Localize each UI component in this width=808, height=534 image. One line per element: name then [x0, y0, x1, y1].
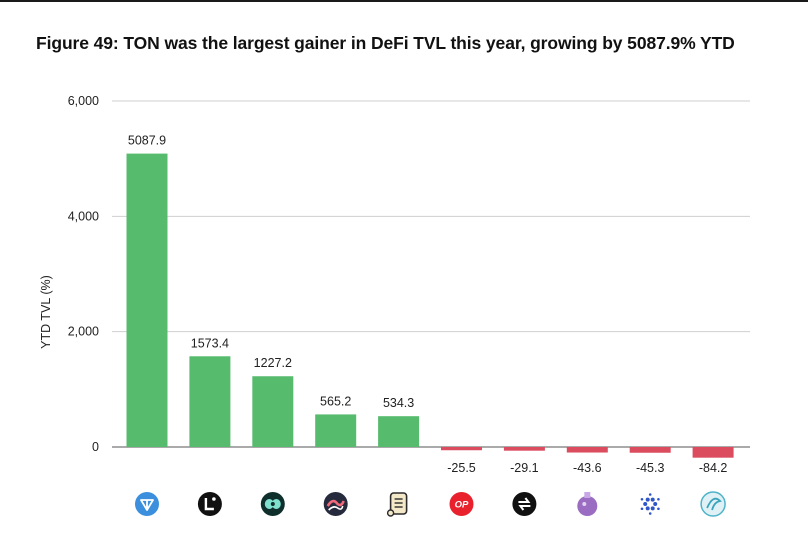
- cardano-icon-dot: [643, 502, 648, 506]
- optimism-icon: OP: [449, 492, 474, 516]
- bar: [692, 447, 734, 458]
- cardano-icon-dot: [640, 507, 644, 511]
- cardano-icon-dot: [657, 497, 660, 501]
- top-rule: [0, 0, 808, 2]
- icon-8: [577, 492, 598, 516]
- data-label: -45.3: [636, 461, 665, 475]
- cardano-icon-dot: [645, 506, 650, 511]
- bird-icon-circle: [700, 491, 726, 517]
- sei-icon: [323, 492, 348, 516]
- data-label: 534.3: [383, 396, 414, 410]
- chart-title: Figure 49: TON was the largest gainer in…: [36, 33, 735, 53]
- bar: [503, 447, 545, 451]
- bar: [189, 356, 231, 447]
- ton-icon: [135, 492, 159, 516]
- cardano-icon: [640, 493, 660, 515]
- y-axis-label: YTD TVL (%): [39, 275, 53, 349]
- swap-icon-circle: [512, 492, 537, 516]
- linea-icon-glyph: [204, 498, 214, 511]
- data-label: -84.2: [699, 461, 728, 475]
- data-label: -25.5: [447, 461, 476, 475]
- bar: [126, 153, 168, 447]
- optimism-icon-text: OP: [455, 500, 469, 511]
- linea-icon-dot: [212, 497, 216, 501]
- data-label: -29.1: [510, 461, 539, 475]
- cardano-icon-dot: [650, 497, 655, 502]
- flask-icon-bubble: [582, 502, 587, 506]
- scroll-icon-curl: [386, 509, 395, 517]
- optimism-icon-circle: [449, 492, 474, 516]
- linea-icon-circle: [197, 492, 222, 516]
- bar: [252, 376, 294, 447]
- mantle-icon-center: [270, 502, 275, 506]
- data-label: 1227.2: [254, 356, 292, 370]
- cardano-icon-dot: [653, 502, 658, 506]
- sei-icon-wave1: [326, 499, 345, 507]
- sei-icon-circle: [323, 492, 348, 516]
- flask-icon-body: [577, 496, 598, 516]
- icon-7: [512, 492, 537, 516]
- cardano-icon-dot: [645, 497, 650, 502]
- bird-icon-glyph: [706, 497, 722, 511]
- ton-icon-glyph: [140, 499, 154, 511]
- sei-icon-wave2: [328, 505, 344, 511]
- y-tick-label: 6,000: [68, 94, 99, 108]
- y-tick-label: 2,000: [68, 325, 99, 339]
- data-label: 565.2: [320, 394, 351, 408]
- bar: [315, 414, 357, 447]
- data-label: 1573.4: [191, 336, 229, 350]
- cardano-icon-dot: [640, 497, 644, 501]
- mantle-icon: [260, 492, 285, 516]
- bar: [378, 416, 420, 447]
- cardano-icon-dot: [657, 507, 660, 511]
- swap-icon-arrows: [518, 497, 531, 511]
- mantle-icon-left: [264, 499, 274, 509]
- data-label: -43.6: [573, 461, 602, 475]
- linea-icon: [197, 492, 222, 516]
- cardano-icon-dot: [648, 512, 652, 515]
- icon-10: [700, 491, 726, 517]
- cardano-icon-dot: [648, 493, 652, 496]
- y-tick-label: 4,000: [68, 209, 99, 223]
- scroll-icon: [386, 492, 408, 517]
- y-tick-label: 0: [92, 440, 99, 454]
- data-label: 5087.9: [128, 134, 166, 148]
- bar: [441, 447, 482, 451]
- cardano-icon-dot: [650, 506, 655, 511]
- mantle-icon-right: [271, 499, 281, 509]
- flask-icon-neck: [584, 492, 591, 498]
- bar: [629, 447, 671, 453]
- bar: [566, 447, 608, 453]
